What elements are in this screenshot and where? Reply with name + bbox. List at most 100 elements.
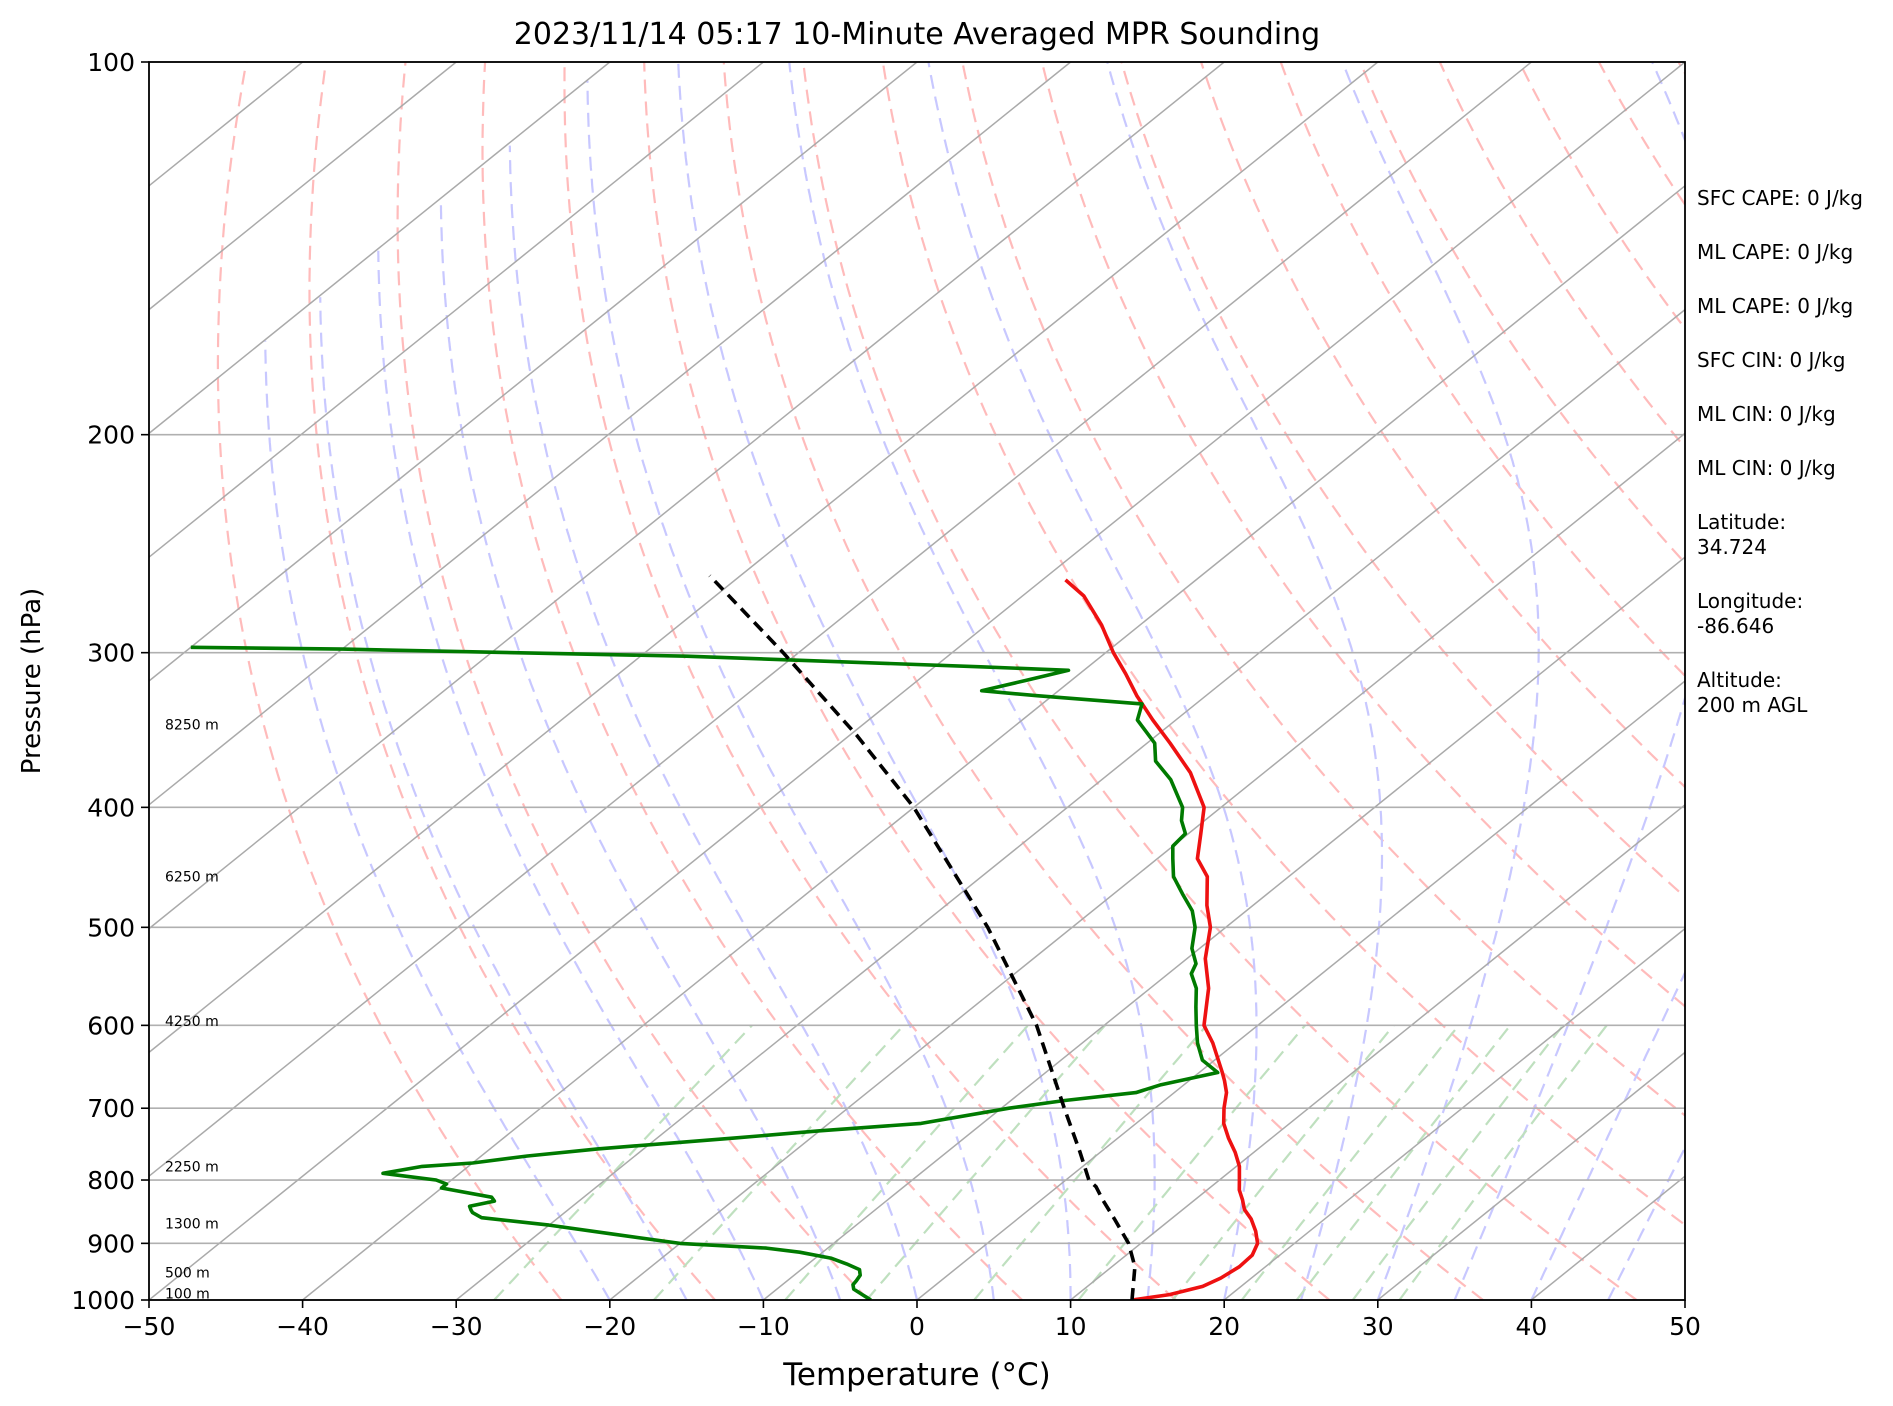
dry-adiabat-line: [1200, 62, 1685, 789]
mixing-ratio-line: [1077, 1024, 1306, 1300]
isotherm-line: [149, 62, 1685, 1300]
isotherm-line: [149, 62, 457, 311]
y-axis-ticks: 1000 900 800 700 600 500 400 300 200 100: [71, 48, 149, 1315]
y-tick-label: 300: [87, 639, 135, 668]
reference-lines: [149, 62, 1685, 1300]
isotherm-line: [455, 308, 1685, 1300]
ml-cin-text: ML CIN: 0 J/kg: [1697, 402, 1836, 426]
isotherm-line: [149, 62, 1532, 1178]
moist-adiabat-line: [439, 198, 842, 1300]
isotherm-line: [1377, 1051, 1685, 1300]
x-tick-label: −40: [276, 1312, 329, 1341]
x-tick-label: 0: [909, 1312, 925, 1341]
altitude-text: Altitude: 200 m AGL: [1697, 668, 1808, 717]
mixing-ratio-line: [1171, 1024, 1395, 1300]
y-tick-label: 200: [87, 421, 135, 450]
x-axis-ticks: −50 −40 −30 −20 −10 0 10 20 30 40 50: [123, 1300, 1701, 1341]
x-tick-label: 10: [1055, 1312, 1087, 1341]
moist-adiabat-line: [1341, 62, 1540, 1300]
dry-adiabat-line: [216, 62, 563, 1300]
moist-adiabat-line: [1106, 62, 1384, 1300]
info-panel: SFC CAPE: 0 J/kg ML CAPE: 0 J/kg ML CAPE…: [1697, 186, 1887, 747]
dry-adiabat-line: [1279, 62, 1685, 678]
y-tick-label: 500: [87, 913, 135, 942]
isotherm-line: [149, 62, 1379, 1054]
moist-adiabat-line: [1453, 62, 1685, 1300]
height-label: 2250 m: [165, 1159, 219, 1175]
x-tick-label: 50: [1669, 1312, 1701, 1341]
sounding-series: [190, 574, 1260, 1300]
x-tick-label: 30: [1362, 1312, 1394, 1341]
isotherm-line: [1223, 927, 1685, 1300]
dry-adiabat-line: [481, 62, 1023, 1300]
x-tick-label: −30: [430, 1312, 483, 1341]
chart-title: 2023/11/14 05:17 10-Minute Averaged MPR …: [514, 17, 1320, 52]
x-tick-label: −50: [123, 1312, 176, 1341]
parcel-path-line: [708, 574, 1137, 1300]
mixing-ratio-line: [865, 1024, 1106, 1300]
moist-adiabat-line: [264, 340, 611, 1300]
mixing-ratio-line: [784, 1024, 1029, 1300]
y-tick-label: 1000: [71, 1286, 135, 1315]
dry-adiabat-line: [308, 62, 716, 1300]
y-tick-label: 900: [87, 1229, 135, 1258]
dry-adiabat-line: [881, 62, 1685, 1227]
y-tick-label: 800: [87, 1166, 135, 1195]
height-label: 6250 m: [165, 870, 219, 886]
sfc-cape-text: SFC CAPE: 0 J/kg: [1697, 186, 1863, 210]
isotherm-line: [916, 680, 1685, 1300]
dry-adiabat-line: [1120, 62, 1685, 899]
ml-cape-text: ML CAPE: 0 J/kg: [1697, 240, 1854, 264]
height-label: 4250 m: [165, 1014, 219, 1030]
dry-adiabat-line: [802, 62, 1638, 1300]
dewpoint-profile-line: [190, 645, 1220, 1300]
x-axis-label: Temperature (°C): [782, 1357, 1051, 1393]
isotherm-line: [149, 62, 611, 435]
longitude-text: Longitude: -86.646: [1697, 589, 1804, 638]
dry-adiabat-line: [563, 62, 1177, 1300]
y-tick-label: 700: [87, 1094, 135, 1123]
moist-adiabat-line: [927, 62, 1258, 1300]
isotherm-line: [149, 62, 764, 559]
moist-adiabat-line: [377, 250, 765, 1300]
moist-adiabat-line: [1530, 970, 1685, 1300]
dry-adiabat-line: [1518, 62, 1685, 331]
mixing-ratio-line: [493, 1024, 753, 1300]
height-label: 500 m: [165, 1265, 210, 1281]
height-label: 8250 m: [165, 718, 219, 734]
ml-cin-text-2: ML CIN: 0 J/kg: [1697, 456, 1836, 480]
y-axis-label: Pressure (hPa): [17, 588, 47, 775]
height-label: 1300 m: [165, 1216, 219, 1232]
temperature-profile-line: [1064, 578, 1260, 1300]
dry-adiabat-line: [961, 62, 1685, 1117]
dry-adiabat-line: [1359, 62, 1685, 565]
sfc-cin-text: SFC CIN: 0 J/kg: [1697, 348, 1846, 372]
moist-adiabat-line: [788, 62, 1156, 1300]
x-tick-label: 20: [1208, 1312, 1240, 1341]
height-label: 100 m: [165, 1287, 210, 1303]
isotherm-line: [149, 62, 1072, 806]
mixing-ratio-line: [1295, 1024, 1512, 1300]
isotherm-line: [762, 556, 1685, 1300]
y-tick-label: 600: [87, 1011, 135, 1040]
dry-adiabat-line: [396, 62, 870, 1300]
moist-adiabat-line: [319, 297, 688, 1300]
dry-adiabat-line: [1040, 62, 1685, 1008]
isotherm-line: [609, 432, 1685, 1300]
x-tick-label: −20: [583, 1312, 636, 1341]
ml-cape-text-2: ML CAPE: 0 J/kg: [1697, 294, 1854, 318]
mixing-ratio-line: [1351, 1024, 1564, 1300]
x-tick-label: 40: [1515, 1312, 1547, 1341]
isotherm-line: [302, 184, 1685, 1300]
moist-adiabat-line: [586, 80, 995, 1300]
x-tick-label: −10: [737, 1312, 790, 1341]
latitude-text: Latitude: 34.724: [1697, 510, 1787, 559]
y-tick-label: 400: [87, 793, 135, 822]
isotherm-line: [149, 62, 918, 682]
isotherm-line: [149, 62, 1225, 930]
isotherm-line: [1070, 803, 1685, 1300]
dry-adiabat-line: [643, 62, 1331, 1300]
height-labels: 100 m 500 m 1300 m 2250 m 4250 m 6250 m 8250 m: [165, 718, 219, 1303]
mixing-ratio-line: [1398, 1024, 1608, 1300]
